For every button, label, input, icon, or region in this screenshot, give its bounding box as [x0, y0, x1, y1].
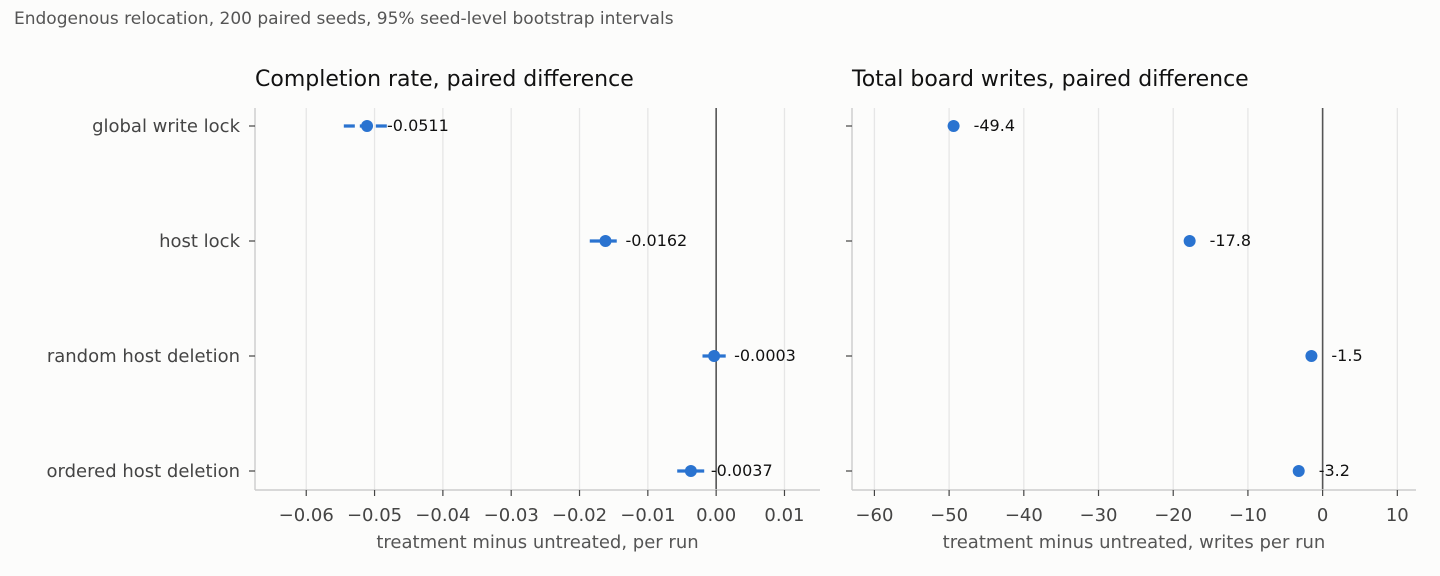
- data-point: [684, 465, 697, 477]
- x-tick-label: −60: [855, 505, 893, 526]
- data-label: -0.0511: [387, 116, 449, 135]
- x-tick-label: −10: [1229, 505, 1267, 526]
- data-point: [1183, 235, 1196, 247]
- x-tick-label: −30: [1080, 505, 1118, 526]
- data-label: -3.2: [1319, 461, 1350, 480]
- data-point: [947, 120, 960, 132]
- data-point: [599, 235, 612, 247]
- x-tick-label: −50: [930, 505, 968, 526]
- x-tick-label: −20: [1154, 505, 1192, 526]
- data-point: [1305, 350, 1318, 362]
- x-tick-label: 10: [1386, 505, 1409, 526]
- x-tick-label: −0.06: [279, 505, 334, 526]
- data-label: -17.8: [1210, 231, 1251, 250]
- category-label: random host deletion: [47, 346, 240, 367]
- data-point: [1292, 465, 1305, 477]
- data-point: [708, 350, 721, 362]
- data-label: -0.0162: [625, 231, 687, 250]
- data-label: -0.0003: [734, 346, 796, 365]
- x-tick-label: −0.05: [347, 505, 402, 526]
- x-tick-label: −0.01: [620, 505, 675, 526]
- data-point: [361, 120, 374, 132]
- chart-title: Completion rate, paired difference: [255, 67, 634, 92]
- chart-title: Total board writes, paired difference: [851, 67, 1249, 92]
- chart-panel-2: Total board writes, paired difference −60…: [846, 67, 1416, 553]
- category-label: host lock: [159, 231, 240, 252]
- data-label: -1.5: [1331, 346, 1362, 365]
- x-axis-label: treatment minus untreated, writes per ru…: [943, 532, 1326, 553]
- x-tick-label: 0.00: [696, 505, 736, 526]
- data-label: -49.4: [974, 116, 1015, 135]
- x-tick-label: −40: [1005, 505, 1043, 526]
- category-label: ordered host deletion: [47, 461, 240, 482]
- x-axis-label: treatment minus untreated, per run: [376, 532, 698, 553]
- x-tick-label: 0: [1317, 505, 1328, 526]
- category-label: global write lock: [92, 116, 241, 137]
- chart-panel-1: Completion rate, paired difference−0.06−…: [47, 67, 820, 553]
- x-tick-label: 0.01: [764, 505, 804, 526]
- x-tick-label: −0.02: [552, 505, 607, 526]
- figure-caption: Endogenous relocation, 200 paired seeds,…: [14, 9, 674, 29]
- data-label: -0.0037: [711, 461, 773, 480]
- x-tick-label: −0.04: [415, 505, 470, 526]
- x-tick-label: −0.03: [484, 505, 539, 526]
